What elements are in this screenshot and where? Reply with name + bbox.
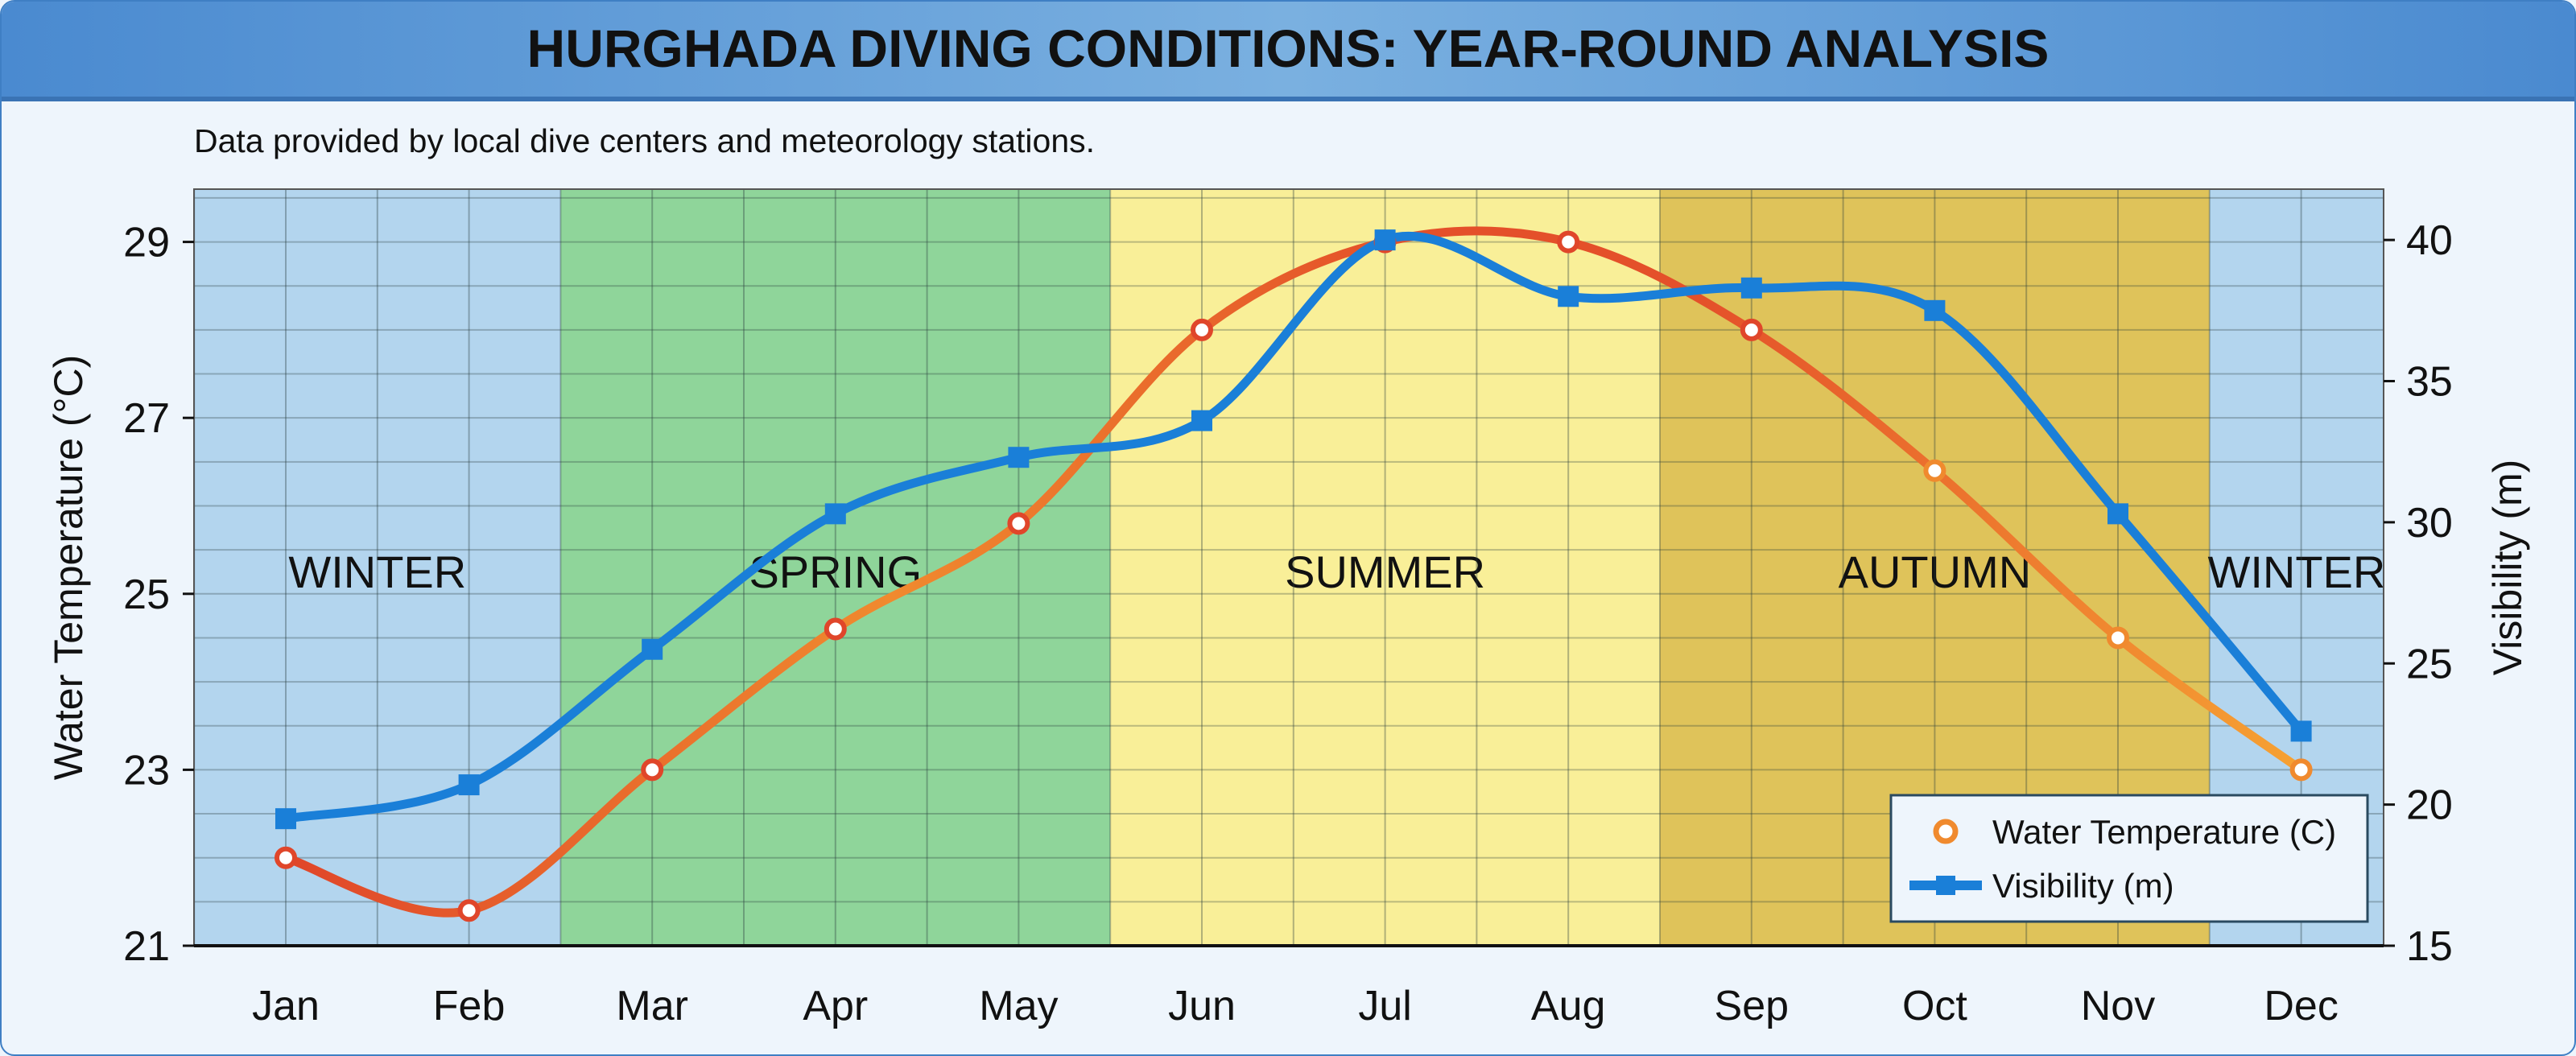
y-right-axis-title: Visibility (m) xyxy=(2485,460,2530,676)
x-tick-label: Jul xyxy=(1358,983,1411,1029)
legend-vis-marker-icon xyxy=(1936,876,1955,895)
x-tick-label: Sep xyxy=(1715,983,1790,1029)
visibility-line xyxy=(281,231,2306,823)
visibility-point-mar xyxy=(642,638,663,660)
legend-vis-label: Visibility (m) xyxy=(1992,867,2174,905)
x-tick-label: Jun xyxy=(1168,983,1236,1029)
y-right-tick-label: 35 xyxy=(2406,359,2453,406)
x-tick-label: Jan xyxy=(252,983,320,1029)
visibility-point-oct xyxy=(1924,299,1946,321)
legend-temp-label: Water Temperature (C) xyxy=(1992,813,2336,851)
y-right-tick-label: 40 xyxy=(2406,217,2453,264)
y-right-tick-label: 15 xyxy=(2406,923,2453,970)
temperature-point-jun xyxy=(1191,318,1213,341)
visibility-point-dec xyxy=(2290,720,2312,742)
season-band-summer xyxy=(1110,189,1660,946)
title-bar: HURGHADA DIVING CONDITIONS: YEAR-ROUND A… xyxy=(2,2,2574,101)
temperature-point-aug xyxy=(1557,230,1580,254)
visibility-point-may xyxy=(1008,447,1030,468)
axes: 21 23 25 27 29 15 20 25 30 35 40 Jan Feb Mar Apr May Jun… xyxy=(46,188,2530,1029)
visibility-point-apr xyxy=(824,503,846,525)
x-tick-label: Mar xyxy=(616,983,688,1029)
season-band-spring xyxy=(560,189,1111,946)
legend-box xyxy=(1889,794,2369,923)
season-label: SUMMER xyxy=(1285,547,1485,597)
temperature-point-nov xyxy=(2107,626,2129,650)
season-label: WINTER xyxy=(288,547,466,597)
legend-temp-marker-icon xyxy=(1933,819,1959,844)
visibility-point-nov xyxy=(2107,503,2128,525)
season-band-winter xyxy=(194,189,561,946)
temperature-point-oct xyxy=(1923,459,1946,482)
x-tick-label: Dec xyxy=(2264,983,2338,1029)
chart-subtitle: Data provided by local dive centers and … xyxy=(194,122,1096,159)
series-lines xyxy=(275,226,2313,922)
temperature-point-jan xyxy=(275,846,297,869)
visibility-point-jun xyxy=(1191,410,1212,431)
visibility-point-aug xyxy=(1558,286,1579,307)
visibility-point-jan xyxy=(275,808,296,830)
y-left-tick-label: 27 xyxy=(123,395,170,442)
temperature-point-apr xyxy=(824,617,847,641)
season-label: WINTER xyxy=(2207,547,2385,597)
x-tick-label: Feb xyxy=(433,983,506,1029)
y-right-tick-label: 20 xyxy=(2406,782,2453,829)
y-left-axis-title: Water Temperature (°C) xyxy=(46,355,91,780)
chart-title: HURGHADA DIVING CONDITIONS: YEAR-ROUND A… xyxy=(526,19,2050,78)
visibility-point-sep xyxy=(1740,277,1762,299)
season-label: AUTUMN xyxy=(1839,547,2032,597)
visibility-point-feb xyxy=(458,774,480,796)
temperature-line xyxy=(281,226,2306,918)
y-right-tick-label: 30 xyxy=(2406,500,2453,547)
y-left-tick-label: 21 xyxy=(123,923,170,970)
y-left-tick-label: 25 xyxy=(123,571,170,618)
y-left-tick-label: 29 xyxy=(123,220,170,266)
x-tick-label: Nov xyxy=(2081,983,2155,1029)
temperature-point-mar xyxy=(641,758,664,782)
y-left-tick-label: 23 xyxy=(123,747,170,794)
temperature-point-may xyxy=(1007,512,1030,535)
x-tick-label: Oct xyxy=(1902,983,1967,1029)
legend: Water Temperature (C) Visibility (m) xyxy=(1889,794,2369,923)
temperature-point-feb xyxy=(457,899,481,922)
x-tick-label: Apr xyxy=(803,983,868,1029)
x-tick-label: May xyxy=(979,983,1058,1029)
y-right-tick-label: 25 xyxy=(2406,641,2453,687)
temperature-point-sep xyxy=(1740,318,1763,341)
visibility-point-jul xyxy=(1374,229,1396,251)
x-tick-label: Aug xyxy=(1531,983,1606,1029)
temperature-point-dec xyxy=(2289,758,2313,782)
